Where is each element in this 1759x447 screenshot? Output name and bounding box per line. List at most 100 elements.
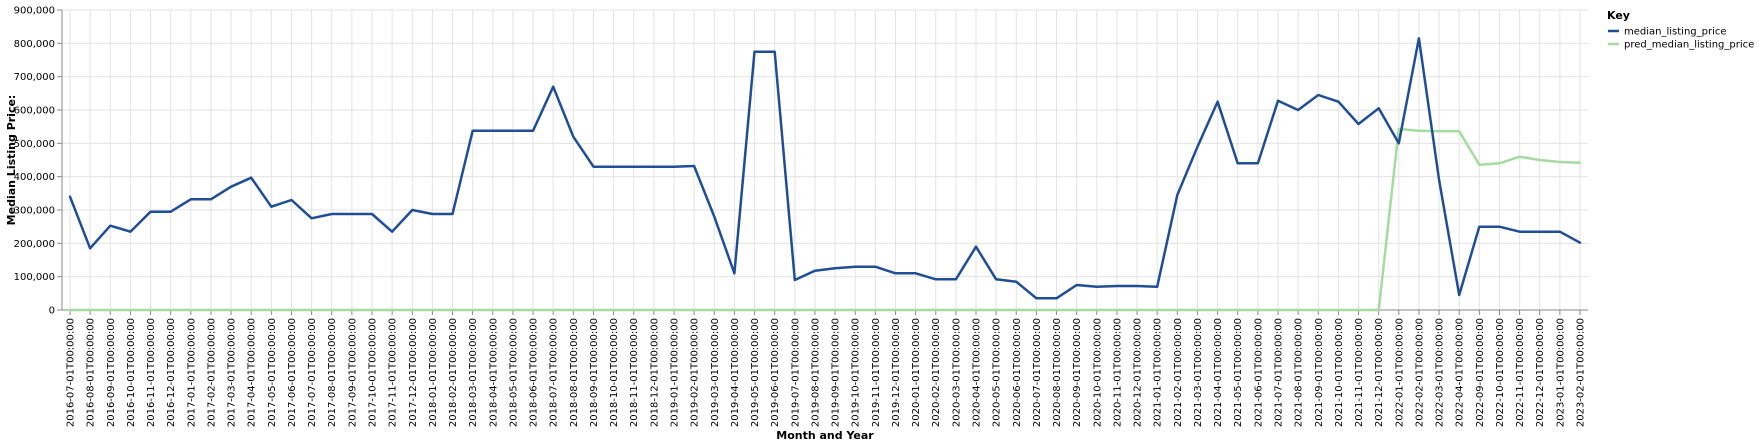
x-tick-label: 2021-05-01T00:00:00 [1233,318,1244,427]
x-tick-label: 2017-02-01T00:00:00 [206,318,217,427]
y-tick-label: 300,000 [14,206,55,217]
x-tick-label: 2020-08-01T00:00:00 [1052,318,1063,427]
x-tick-label: 2019-02-01T00:00:00 [690,318,701,427]
x-tick-label: 2020-11-01T00:00:00 [1112,318,1123,427]
x-tick-label: 2017-11-01T00:00:00 [388,318,399,427]
x-tick-label: 2020-06-01T00:00:00 [1012,318,1023,427]
x-tick-label: 2020-04-01T00:00:00 [972,318,983,427]
x-tick-label: 2021-02-01T00:00:00 [1173,318,1184,427]
y-tick-label: 900,000 [14,6,55,17]
x-tick-label: 2017-01-01T00:00:00 [186,318,197,427]
x-tick-label: 2021-11-01T00:00:00 [1354,318,1365,427]
y-tick-label: 200,000 [14,239,55,250]
y-tick-label: 100,000 [14,272,55,283]
x-tick-label: 2018-02-01T00:00:00 [448,318,459,427]
x-tick-label: 2022-02-01T00:00:00 [1414,318,1425,427]
x-tick-label: 2016-08-01T00:00:00 [86,318,97,427]
x-tick-label: 2018-05-01T00:00:00 [508,318,519,427]
x-axis-title: Month and Year [776,429,874,442]
y-tick-label: 400,000 [14,172,55,183]
x-tick-label: 2023-01-01T00:00:00 [1555,318,1566,427]
x-tick-label: 2020-12-01T00:00:00 [1133,318,1144,427]
x-tick-label: 2018-12-01T00:00:00 [649,318,660,427]
x-tick-label: 2018-06-01T00:00:00 [529,318,540,427]
x-tick-label: 2021-01-01T00:00:00 [1153,318,1164,427]
x-tick-label: 2020-01-01T00:00:00 [911,318,922,427]
x-tick-label: 2022-04-01T00:00:00 [1455,318,1466,427]
y-axis-title: Median Listing Price: [5,95,18,226]
x-tick-label: 2019-08-01T00:00:00 [810,318,821,427]
legend-title: Key [1607,9,1630,22]
x-tick-label: 2019-11-01T00:00:00 [871,318,882,427]
y-tick-label: 800,000 [14,39,55,50]
x-tick-label: 2021-03-01T00:00:00 [1193,318,1204,427]
x-tick-label: 2021-07-01T00:00:00 [1274,318,1285,427]
x-tick-label: 2019-01-01T00:00:00 [670,318,681,427]
x-tick-label: 2021-09-01T00:00:00 [1314,318,1325,427]
x-tick-label: 2018-04-01T00:00:00 [488,318,499,427]
x-tick-label: 2022-12-01T00:00:00 [1535,318,1546,427]
legend-label: median_listing_price [1624,27,1727,38]
y-tick-label: 600,000 [14,106,55,117]
legend-items: median_listing_price pred_median_listing_… [1608,27,1754,51]
x-tick-label: 2020-07-01T00:00:00 [1032,318,1043,427]
x-tick-label: 2018-07-01T00:00:00 [549,318,560,427]
x-tick-labels: 2016-07-01T00:00:00 2016-08-01T00:00:00 20… [66,318,1587,427]
x-tick-label: 2020-05-01T00:00:00 [992,318,1003,427]
x-tick-label: 2019-12-01T00:00:00 [891,318,902,427]
x-tick-label: 2018-01-01T00:00:00 [428,318,439,427]
x-tick-label: 2016-07-01T00:00:00 [66,318,77,427]
series-lines [68,37,1582,312]
x-tick-label: 2021-08-01T00:00:00 [1294,318,1305,427]
y-tick-labels: 0 100,000 200,000 300,000 400,000 500,000 600,… [14,6,55,317]
x-tick-label: 2017-03-01T00:00:00 [227,318,238,427]
x-tick-label: 2022-11-01T00:00:00 [1515,318,1526,427]
legend: Key median_listing_price pred_median_list… [1607,9,1754,51]
x-tick-label: 2022-03-01T00:00:00 [1435,318,1446,427]
x-tick-label: 2019-05-01T00:00:00 [750,318,761,427]
x-tick-label: 2016-12-01T00:00:00 [166,318,177,427]
x-tick-label: 2019-10-01T00:00:00 [851,318,862,427]
legend-label: pred_median_listing_price [1624,40,1754,51]
x-tick-label: 2017-07-01T00:00:00 [307,318,318,427]
x-tick-label: 2018-11-01T00:00:00 [629,318,640,427]
x-tick-label: 2020-09-01T00:00:00 [1072,318,1083,427]
x-tick-label: 2017-05-01T00:00:00 [267,318,278,427]
x-tick-label: 2020-10-01T00:00:00 [1092,318,1103,427]
y-tick-label: 500,000 [14,139,55,150]
x-tick-label: 2016-10-01T00:00:00 [126,318,137,427]
x-tick-label: 2019-04-01T00:00:00 [730,318,741,427]
x-tick-label: 2017-08-01T00:00:00 [327,318,338,427]
x-tick-label: 2020-03-01T00:00:00 [951,318,962,427]
x-tick-label: 2017-09-01T00:00:00 [347,318,358,427]
x-tick-label: 2018-08-01T00:00:00 [569,318,580,427]
x-tick-label: 2016-09-01T00:00:00 [106,318,117,427]
x-tick-label: 2019-09-01T00:00:00 [831,318,842,427]
x-tick-label: 2018-10-01T00:00:00 [609,318,620,427]
x-tick-label: 2021-10-01T00:00:00 [1334,318,1345,427]
series-line-median_listing_price [68,37,1582,300]
x-tick-label: 2017-12-01T00:00:00 [408,318,419,427]
y-tick-label: 700,000 [14,72,55,83]
x-tick-label: 2017-04-01T00:00:00 [247,318,258,427]
x-tick-label: 2023-02-01T00:00:00 [1576,318,1587,427]
gridlines [62,9,1588,311]
x-tick-label: 2016-11-01T00:00:00 [146,318,157,427]
x-tick-label: 2020-02-01T00:00:00 [931,318,942,427]
x-tick-label: 2019-06-01T00:00:00 [770,318,781,427]
x-tick-label: 2017-10-01T00:00:00 [368,318,379,427]
x-tick-label: 2022-10-01T00:00:00 [1495,318,1506,427]
x-tick-label: 2019-07-01T00:00:00 [790,318,801,427]
x-tick-label: 2018-09-01T00:00:00 [589,318,600,427]
x-tick-label: 2022-09-01T00:00:00 [1475,318,1486,427]
x-tick-label: 2021-06-01T00:00:00 [1253,318,1264,427]
x-tick-label: 2019-03-01T00:00:00 [710,318,721,427]
x-tick-label: 2021-04-01T00:00:00 [1213,318,1224,427]
x-tick-label: 2017-06-01T00:00:00 [287,318,298,427]
series-line-pred_median_listing_price [68,127,1582,312]
y-tick-label: 0 [49,306,55,317]
x-tick-label: 2022-01-01T00:00:00 [1394,318,1405,427]
x-tick-label: 2021-12-01T00:00:00 [1374,318,1385,427]
x-tick-label: 2018-03-01T00:00:00 [468,318,479,427]
